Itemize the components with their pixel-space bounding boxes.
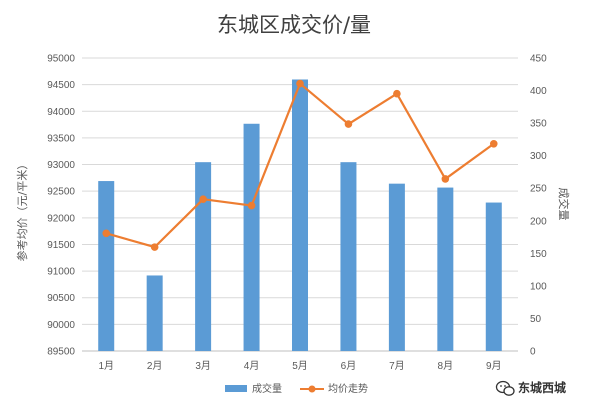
line-point [489, 139, 498, 148]
line-point [393, 89, 401, 98]
wechat-icon [495, 380, 515, 396]
bar [292, 79, 308, 351]
left-tick-label: 91000 [47, 267, 75, 278]
chart-title: 东城区成交价/量 [217, 13, 371, 37]
right-tick-label: 50 [530, 314, 542, 325]
bar [195, 162, 212, 351]
line-point [247, 201, 256, 210]
line-point [344, 120, 353, 128]
x-tick-label: 1月 [98, 360, 114, 372]
right-tick-label: 350 [530, 119, 547, 130]
x-axis-ticks: 1月 2月 3月 4月 5月 6月 7月 8月 9月 [98, 360, 501, 372]
bar-series [98, 79, 502, 351]
left-axis-title: 参考均价（元/平米） [15, 159, 29, 262]
legend-line-marker [308, 385, 316, 393]
legend-line-label: 均价走势 [328, 382, 368, 395]
right-tick-label: 100 [530, 281, 547, 292]
left-tick-label: 89500 [47, 347, 75, 358]
bar [437, 187, 454, 351]
left-tick-label: 90500 [47, 293, 75, 304]
left-tick-label: 94500 [47, 80, 75, 91]
x-tick-label: 3月 [195, 360, 211, 372]
bar [243, 123, 260, 351]
left-axis-ticks: 89500 90000 90500 91000 91500 92000 92500 93000… [47, 54, 75, 358]
right-axis-title: 成交量 [557, 188, 571, 221]
right-axis-ticks: 0 50 100 150 200 250 300 350 400 450 [530, 54, 547, 358]
left-tick-label: 95000 [47, 54, 75, 65]
line-series [102, 79, 498, 251]
right-tick-label: 200 [530, 216, 547, 227]
left-tick-label: 91500 [47, 240, 75, 251]
left-tick-label: 93500 [47, 133, 75, 144]
bar [388, 183, 405, 351]
bar [146, 275, 163, 351]
right-tick-label: 0 [530, 347, 536, 358]
line-point [102, 229, 111, 238]
left-tick-label: 94000 [47, 107, 75, 118]
legend-bar-label: 成交量 [252, 382, 282, 395]
legend-bar-swatch [225, 385, 247, 392]
line-point [296, 79, 304, 88]
line-point [150, 243, 159, 251]
watermark: 东城西城 [495, 380, 566, 396]
watermark-text: 东城西城 [518, 380, 566, 395]
right-tick-label: 450 [530, 54, 547, 65]
right-tick-label: 150 [530, 249, 547, 260]
x-tick-label: 6月 [341, 360, 357, 372]
left-tick-label: 92500 [47, 187, 75, 198]
right-tick-label: 400 [530, 86, 547, 97]
bar [340, 162, 357, 351]
x-tick-label: 9月 [486, 360, 502, 372]
bar [485, 202, 502, 351]
left-tick-label: 90000 [47, 320, 75, 331]
left-tick-label: 92000 [47, 213, 75, 224]
legend: 成交量 均价走势 [225, 382, 368, 395]
left-tick-label: 93000 [47, 160, 75, 171]
bar [98, 181, 115, 351]
x-tick-label: 5月 [292, 360, 308, 372]
right-tick-label: 250 [530, 184, 547, 195]
x-tick-label: 2月 [147, 360, 163, 372]
line-point [441, 175, 450, 183]
x-tick-label: 4月 [244, 360, 260, 372]
x-tick-label: 7月 [389, 360, 405, 372]
x-tick-label: 8月 [438, 360, 454, 372]
line-point [199, 195, 207, 203]
right-tick-label: 300 [530, 151, 547, 162]
